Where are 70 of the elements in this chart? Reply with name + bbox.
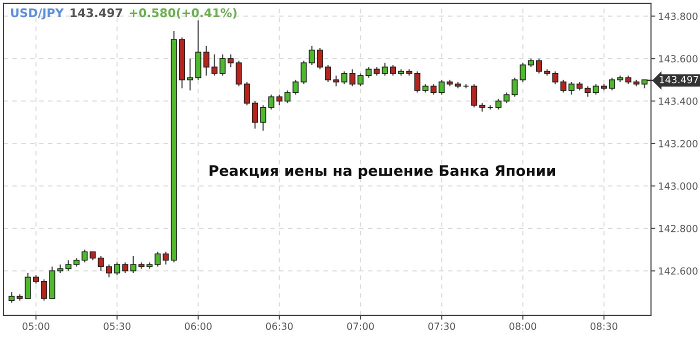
candlestick	[609, 77, 616, 92]
annotation: +0.580(+0.41%)	[130, 8, 237, 19]
candlestick	[82, 249, 88, 263]
candlestick	[106, 264, 112, 278]
candlestick	[284, 90, 291, 104]
x-tick-label: 06:00	[184, 322, 212, 330]
candlestick	[536, 58, 542, 74]
candlestick	[252, 100, 258, 130]
x-tick-label: 07:00	[347, 322, 374, 330]
chart-title: USD/JPY	[11, 8, 64, 20]
candlestick	[65, 260, 72, 272]
x-tick-label: 07:30	[428, 322, 456, 330]
candlestick	[244, 81, 250, 106]
candlestick	[325, 64, 332, 83]
candlestick	[390, 64, 396, 76]
candlestick	[520, 62, 526, 83]
candlestick	[162, 251, 169, 266]
x-tick-label: 05:00	[22, 322, 50, 330]
candlestick	[414, 70, 420, 94]
candlestick	[41, 278, 48, 302]
candlestick	[154, 251, 161, 268]
candlestick	[358, 72, 364, 87]
y-tick-label: 143.000	[659, 182, 698, 190]
candlestick	[228, 54, 234, 68]
candlestick	[552, 70, 558, 85]
candlestick	[341, 70, 348, 85]
candlestick	[316, 47, 323, 70]
candlestick	[333, 74, 340, 87]
candlestick	[430, 83, 437, 96]
y-tick-label: 143.600	[659, 55, 698, 62]
candlestick	[211, 54, 218, 76]
candlestick	[495, 98, 502, 110]
y-tick-label: 143.800	[659, 12, 698, 20]
x-tick-label: 08:00	[509, 322, 536, 330]
candlestick	[8, 291, 15, 304]
candlestick	[122, 262, 128, 274]
candlestick	[438, 79, 445, 96]
y-tick-label: 143.400	[659, 98, 698, 105]
candlestick	[592, 83, 599, 96]
candlestick	[220, 54, 226, 76]
candlestick	[308, 45, 315, 66]
annotation: 143.497	[660, 76, 698, 84]
candlestick	[512, 77, 518, 98]
candlestick	[114, 262, 120, 276]
annotation: 143.497	[70, 8, 122, 18]
candlestick	[471, 83, 478, 108]
candlestick	[560, 79, 566, 94]
x-tick-label: 08:30	[590, 322, 618, 330]
candlestick	[98, 255, 104, 272]
candlestick	[382, 62, 388, 76]
candlestick	[568, 81, 574, 96]
annotation: Реакция иены на решение Банка Японии	[210, 165, 556, 179]
candlestick	[300, 60, 307, 85]
y-tick-label: 142.600	[659, 267, 698, 275]
candlestick	[366, 66, 372, 78]
x-tick-label: 05:30	[104, 322, 130, 330]
y-tick-label: 143.200	[659, 140, 698, 148]
candlestick	[349, 68, 356, 87]
candlestick	[268, 94, 274, 110]
candlestick	[292, 79, 299, 96]
candlestick	[276, 94, 282, 106]
y-tick-label: 142.800	[659, 224, 698, 232]
candlestick	[236, 60, 242, 87]
candlestick	[130, 255, 136, 274]
candlestick	[203, 45, 210, 76]
candlestick	[504, 92, 510, 104]
candlestick	[260, 104, 266, 132]
candlestick	[584, 86, 591, 98]
x-tick-label: 06:30	[266, 322, 293, 330]
candlestick	[24, 272, 31, 300]
